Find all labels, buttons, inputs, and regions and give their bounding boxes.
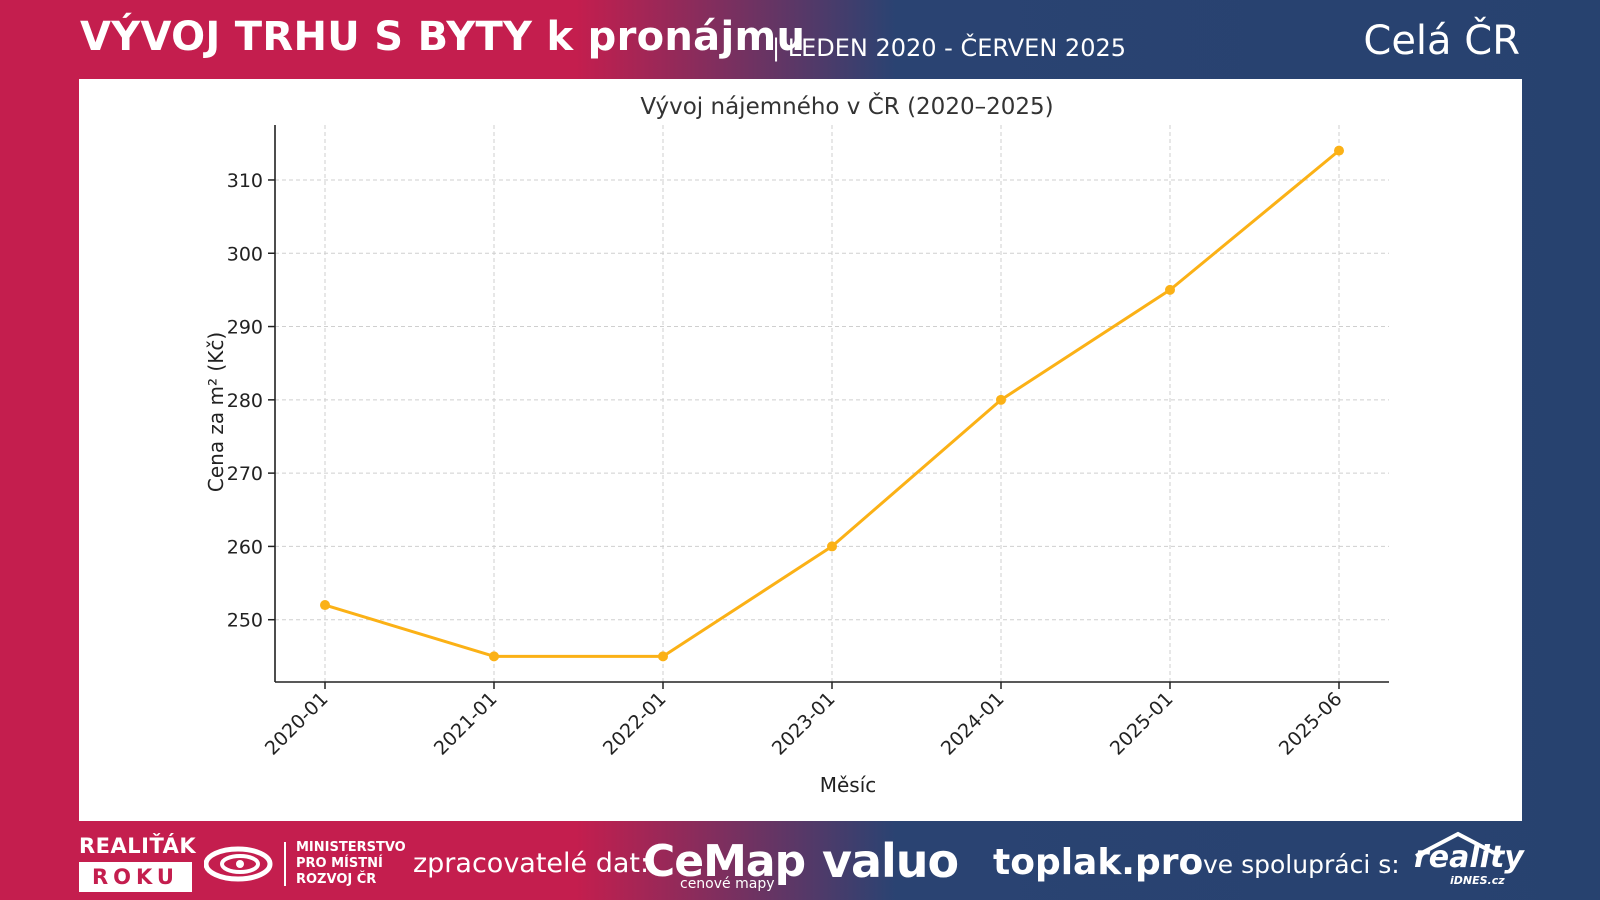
y-tick-label: 260 [227,536,263,558]
y-tick-label: 290 [227,317,263,339]
axes: 250 260 270 280 290 300 310 2020-01 2021-01 2022-… [227,125,1389,760]
house-roof-icon [1412,830,1502,862]
data-point [996,394,1006,405]
y-tick-label: 300 [227,243,263,265]
y-axis-label: Cena za m² (Kč) [204,332,228,492]
series [320,145,1344,662]
cemap-logo: CeMap [643,836,806,887]
x-tick-label: 2025-01 [1106,688,1178,760]
grid [275,125,1389,682]
toplak-logo: toplak.pro [993,842,1204,883]
y-tick-label: 250 [227,610,263,632]
valuo-logo: valuo [822,834,959,888]
ministry-label: MINISTERSTVO PRO MÍSTNÍ ROZVOJ ČR [296,840,406,887]
roku-badge: ROKU [79,862,192,892]
x-tick-label: 2025-06 [1275,688,1347,760]
x-tick-label: 2020-01 [261,688,333,760]
footer-divider [284,842,286,886]
cooperation-label: ve spolupráci s: [1203,850,1400,879]
header-period: | LEDEN 2020 - ČERVEN 2025 [772,34,1126,62]
reality-logo: reality [1414,840,1524,875]
data-point [1165,284,1175,295]
x-axis-label: Měsíc [820,773,877,797]
cemap-subtitle: cenové mapy [680,876,775,892]
y-tick-label: 270 [227,463,263,485]
chart-panel: 250 260 270 280 290 300 310 2020-01 2021-01 2022-… [79,79,1522,821]
reality-subtitle: iDNES.cz [1450,874,1505,887]
data-point [827,541,837,552]
data-point [658,651,668,662]
header-title: VÝVOJ TRHU S BYTY k pronájmu [80,14,806,60]
mmr-swirl-icon [203,844,274,888]
header-region: Celá ČR [1363,18,1520,64]
y-tick-label: 310 [227,170,263,192]
data-point [320,600,330,611]
y-tick-label: 280 [227,390,263,412]
processors-label: zpracovatelé dat: [413,848,650,879]
rent-line-chart: 250 260 270 280 290 300 310 2020-01 2021-01 2022-… [204,92,1389,797]
x-tick-label: 2021-01 [430,688,502,760]
footer: REALIŤÁK ROKU MINISTERSTVO PRO MÍSTNÍ RO… [0,830,1600,900]
x-tick-label: 2024-01 [937,688,1009,760]
x-tick-label: 2023-01 [768,688,840,760]
x-tick-label: 2022-01 [599,688,671,760]
data-point [489,651,499,662]
data-point [1334,145,1344,156]
chart-title: Vývoj nájemného v ČR (2020–2025) [640,92,1053,120]
realitak-label: REALIŤÁK [79,834,197,858]
